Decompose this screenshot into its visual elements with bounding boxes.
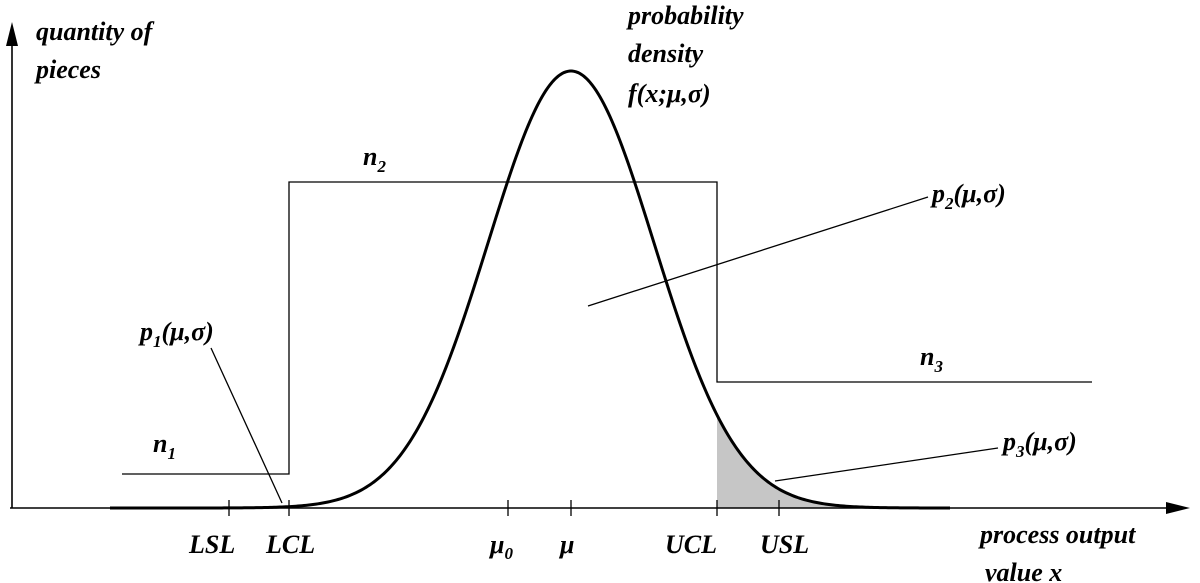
quantity-step-function <box>122 181 1092 475</box>
x-axis-label-line2: value x <box>985 558 1062 583</box>
density-label-line1: probability <box>626 1 744 30</box>
density-label-line3: f(x;μ,σ) <box>628 79 711 108</box>
p3-leader-line <box>774 447 999 482</box>
tick-label-mu0: μ0 <box>488 530 513 563</box>
y-axis-label-line2: pieces <box>34 55 101 84</box>
p2-label: p2(μ,σ) <box>930 179 1006 213</box>
tick-label-lcl: LCL <box>265 530 315 559</box>
n2-label: n2 <box>363 142 386 176</box>
n3-label: n3 <box>920 342 943 376</box>
y-axis-label-line1: quantity of <box>36 17 155 46</box>
p3-tail-area <box>717 414 950 508</box>
p1-leader-line <box>210 347 283 504</box>
x-axis-arrow-icon <box>1166 502 1190 514</box>
tick-label-ucl: UCL <box>665 530 717 559</box>
tick-label-usl: USL <box>760 530 809 559</box>
p1-label: p1(μ,σ) <box>138 317 214 351</box>
density-label-line2: density <box>628 39 704 68</box>
tick-label-mu: μ <box>558 530 574 559</box>
p3-label: p3(μ,σ) <box>1001 427 1077 461</box>
density-curve <box>110 69 950 510</box>
tick-label-lsl: LSL <box>188 530 235 559</box>
y-axis-arrow-icon <box>6 22 18 46</box>
p2-leader-line <box>587 196 929 307</box>
x-axis-label-line1: process output <box>978 520 1136 549</box>
n1-label: n1 <box>153 429 176 463</box>
